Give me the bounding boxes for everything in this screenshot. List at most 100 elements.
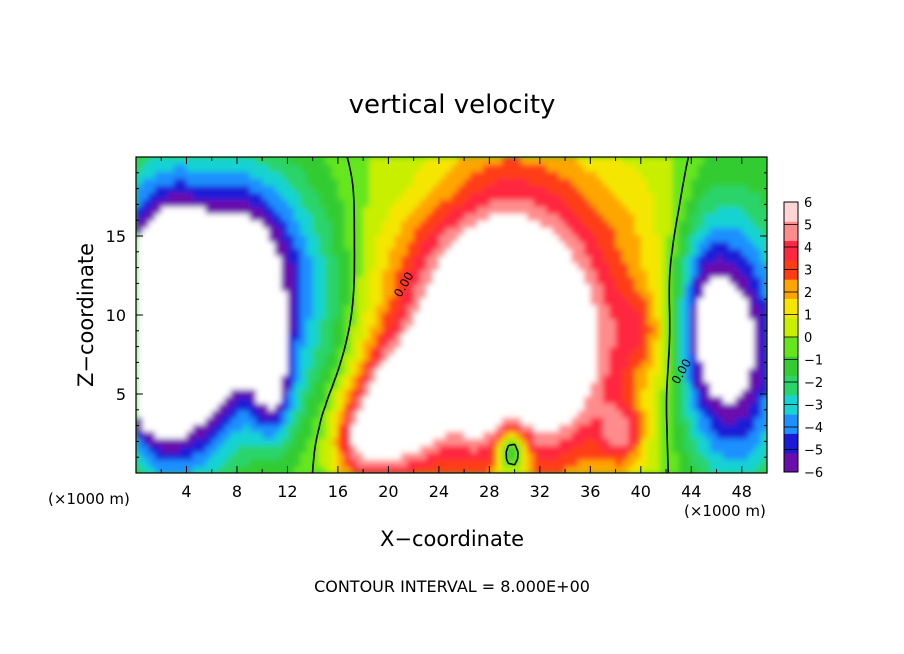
heat-cell xyxy=(489,374,497,383)
heat-cell xyxy=(691,311,699,320)
heat-cell xyxy=(514,227,522,236)
heat-cell xyxy=(173,255,181,264)
heat-cell xyxy=(236,409,245,418)
heat-cell xyxy=(457,458,465,467)
heat-cell xyxy=(508,458,516,467)
heat-cell xyxy=(274,318,282,327)
heat-cell xyxy=(192,192,200,200)
heat-cell xyxy=(224,416,232,425)
heat-cell xyxy=(281,199,289,207)
heat-cell xyxy=(432,444,440,453)
heat-cell xyxy=(199,360,207,369)
heat-cell xyxy=(236,220,245,229)
heat-cell xyxy=(678,255,686,264)
heat-cell xyxy=(703,234,712,243)
heat-cell xyxy=(697,437,705,446)
heat-cell xyxy=(268,304,276,313)
heat-cell xyxy=(558,213,566,221)
heat-cell xyxy=(729,220,737,229)
heat-cell xyxy=(394,381,402,390)
heat-cell xyxy=(438,262,446,271)
heat-cell xyxy=(552,185,560,193)
heat-cell xyxy=(413,360,421,369)
heat-cell xyxy=(230,430,238,439)
heat-cell xyxy=(647,199,655,207)
heat-cell xyxy=(218,157,226,165)
heat-cell xyxy=(754,276,762,285)
heat-cell xyxy=(748,290,756,299)
heat-cell xyxy=(590,304,598,313)
heat-cell xyxy=(142,339,150,348)
heat-cell xyxy=(571,290,579,299)
heat-cell xyxy=(413,164,421,172)
heat-cell xyxy=(483,458,491,467)
heat-cell xyxy=(154,451,163,460)
heat-cell xyxy=(602,381,611,390)
heat-cell xyxy=(539,213,547,221)
heat-cell xyxy=(356,353,364,362)
heat-cell xyxy=(173,325,181,334)
heat-cell xyxy=(483,248,491,257)
heat-cell xyxy=(382,164,390,172)
x-tick-label: 20 xyxy=(378,482,398,501)
heat-cell xyxy=(388,255,396,264)
heat-cell xyxy=(666,206,674,214)
heat-cell xyxy=(281,423,289,432)
heat-cell xyxy=(306,388,314,397)
heat-cell xyxy=(684,171,693,179)
heat-cell xyxy=(142,395,150,404)
heat-cell xyxy=(363,241,371,250)
heat-cell xyxy=(142,451,150,460)
heat-cell xyxy=(401,206,409,214)
heat-cell xyxy=(501,339,510,348)
heat-cell xyxy=(539,353,547,362)
heat-cell xyxy=(640,171,648,179)
heat-cell xyxy=(628,318,636,327)
heat-cell xyxy=(186,185,194,193)
heat-cell xyxy=(539,451,547,460)
heat-cell xyxy=(281,255,289,264)
heat-cell xyxy=(382,332,390,341)
heat-cell xyxy=(331,416,339,425)
heat-cell xyxy=(628,367,636,376)
heat-cell xyxy=(363,353,371,362)
heat-cell xyxy=(697,444,705,453)
heat-cell xyxy=(413,290,421,299)
heat-cell xyxy=(602,234,611,243)
heat-cell xyxy=(653,325,661,334)
heat-cell xyxy=(602,423,611,432)
heat-cell xyxy=(211,360,219,369)
heat-cell xyxy=(192,171,200,179)
heat-cell xyxy=(268,458,276,467)
heat-cell xyxy=(729,241,737,250)
heat-cell xyxy=(438,409,446,418)
heat-cell xyxy=(167,178,175,186)
heat-cell xyxy=(470,437,478,446)
heat-cell xyxy=(584,234,592,243)
heat-cell xyxy=(527,325,535,334)
heat-cell xyxy=(161,437,169,446)
heat-cell xyxy=(224,283,232,292)
heat-cell xyxy=(432,388,440,397)
heat-cell xyxy=(691,388,699,397)
heat-cell xyxy=(300,297,308,306)
heat-cell xyxy=(457,213,465,221)
heat-cell xyxy=(407,262,415,271)
heat-cell xyxy=(483,178,491,186)
heat-cell xyxy=(161,465,169,473)
heat-cell xyxy=(401,290,409,299)
heat-cell xyxy=(716,262,724,271)
heat-cell xyxy=(483,437,491,446)
heat-cell xyxy=(249,290,257,299)
heat-cell xyxy=(483,318,491,327)
heat-cell xyxy=(167,423,175,432)
heat-cell xyxy=(495,451,503,460)
heat-cell xyxy=(577,283,585,292)
heat-cell xyxy=(419,241,428,250)
heat-cell xyxy=(300,227,308,236)
heat-cell xyxy=(281,360,289,369)
heat-cell xyxy=(312,192,320,200)
heat-cell xyxy=(615,164,623,172)
heat-cell xyxy=(546,367,554,376)
heat-cell xyxy=(514,234,522,243)
